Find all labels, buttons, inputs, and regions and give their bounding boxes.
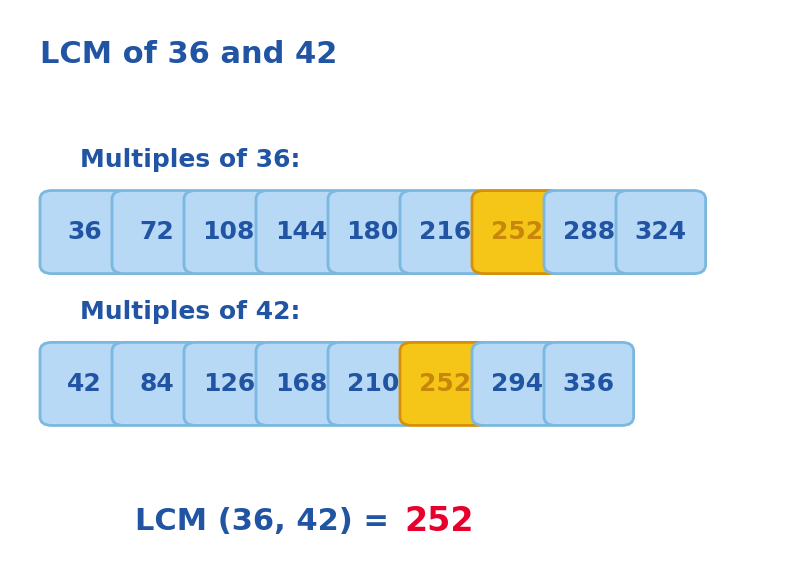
Text: 108: 108 [202,220,255,244]
FancyBboxPatch shape [40,342,130,425]
FancyBboxPatch shape [328,342,418,425]
Text: 252: 252 [404,505,474,538]
Text: 210: 210 [346,372,399,396]
Text: 294: 294 [490,372,543,396]
Text: 336: 336 [562,372,615,396]
FancyBboxPatch shape [184,190,274,274]
FancyBboxPatch shape [256,190,346,274]
Text: 324: 324 [634,220,687,244]
Text: 252: 252 [490,220,543,244]
Text: 180: 180 [346,220,399,244]
Text: 126: 126 [202,372,255,396]
Text: LCM (36, 42) =: LCM (36, 42) = [135,507,400,536]
Text: 84: 84 [139,372,174,396]
FancyBboxPatch shape [328,190,418,274]
FancyBboxPatch shape [112,342,202,425]
Text: LCM of 36 and 42: LCM of 36 and 42 [40,40,338,69]
Text: Multiples of 36:: Multiples of 36: [80,148,300,172]
Text: 252: 252 [418,372,471,396]
Text: 42: 42 [67,372,102,396]
Text: Multiples of 42:: Multiples of 42: [80,300,300,324]
Text: 72: 72 [139,220,174,244]
FancyBboxPatch shape [184,342,274,425]
FancyBboxPatch shape [256,342,346,425]
Text: 36: 36 [67,220,102,244]
FancyBboxPatch shape [616,190,706,274]
Text: 216: 216 [418,220,471,244]
FancyBboxPatch shape [472,190,562,274]
Text: 288: 288 [562,220,615,244]
FancyBboxPatch shape [400,190,490,274]
FancyBboxPatch shape [544,190,634,274]
FancyBboxPatch shape [472,342,562,425]
FancyBboxPatch shape [112,190,202,274]
FancyBboxPatch shape [544,342,634,425]
Text: 168: 168 [274,372,327,396]
Text: 144: 144 [274,220,327,244]
FancyBboxPatch shape [400,342,490,425]
FancyBboxPatch shape [40,190,130,274]
